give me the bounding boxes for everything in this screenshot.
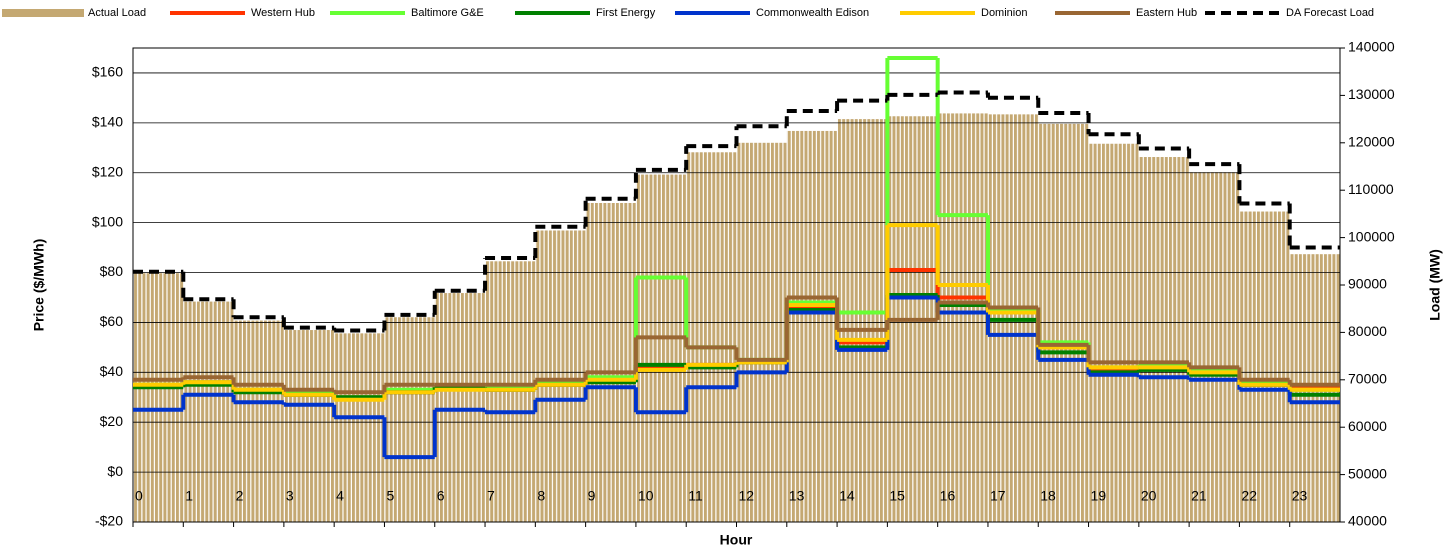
legend-label: Baltimore G&E (411, 7, 484, 19)
y2-tick-label: 50000 (1348, 465, 1387, 481)
legend-label: Dominion (981, 7, 1027, 19)
y-tick-label: $0 (107, 463, 123, 479)
x-tick-label: 5 (386, 488, 394, 504)
load-bar (585, 202, 636, 523)
y2-tick-label: 80000 (1348, 323, 1387, 339)
x-tick-label: 15 (889, 488, 905, 504)
y-tick-label: $20 (100, 413, 124, 429)
legend-label: Western Hub (251, 7, 315, 19)
load-bar (233, 320, 284, 522)
x-tick-label: 22 (1241, 488, 1257, 504)
y-tick-label: $40 (100, 363, 124, 379)
x-tick-label: 9 (588, 488, 596, 504)
load-bar (384, 317, 435, 522)
y2-tick-label: 140000 (1348, 39, 1395, 55)
y-tick-label: $140 (92, 114, 123, 130)
y2-tick-label: 40000 (1348, 513, 1387, 529)
load-bar (686, 152, 737, 522)
x-tick-label: 11 (688, 488, 703, 504)
load-bar (837, 119, 888, 522)
legend-label: DA Forecast Load (1286, 7, 1374, 19)
x-tick-label: 0 (135, 488, 143, 504)
x-tick-label: 7 (487, 488, 495, 504)
x-tick-label: 14 (839, 488, 855, 504)
x-tick-label: 13 (789, 488, 805, 504)
x-tick-label: 23 (1292, 488, 1308, 504)
load-bar (1239, 211, 1290, 522)
x-tick-label: 10 (638, 488, 654, 504)
plot-frame (132, 47, 1341, 523)
y2-tick-label: 90000 (1348, 276, 1387, 292)
load-bar (535, 230, 586, 523)
y2-tick-label: 100000 (1348, 228, 1395, 244)
x-tick-label: 6 (437, 488, 445, 504)
x-tick-label: 20 (1141, 488, 1157, 504)
load-bar (183, 301, 234, 522)
y2-tick-label: 60000 (1348, 418, 1387, 434)
x-tick-label: 16 (940, 488, 956, 504)
load-bar (937, 113, 988, 523)
x-tick-label: 12 (739, 488, 755, 504)
x-tick-label: 21 (1191, 488, 1207, 504)
y-tick-label: $100 (92, 213, 123, 229)
y2-tick-label: 110000 (1348, 181, 1394, 197)
load-bar (635, 174, 687, 523)
x-tick-label: 3 (286, 488, 294, 504)
load-bar (1138, 157, 1190, 522)
y2-tick-label: 130000 (1348, 86, 1395, 102)
legend-swatch (2, 9, 84, 17)
load-bar (283, 330, 335, 522)
y2-axis-label: Load (MW) (1427, 249, 1443, 321)
x-tick-label: 17 (990, 488, 1006, 504)
x-axis-label: Hour (720, 532, 753, 548)
load-bar (1088, 143, 1139, 523)
y-axis-label: Price ($/MWh) (31, 239, 47, 332)
x-tick-label: 1 (185, 488, 193, 504)
legend-label: First Energy (596, 7, 656, 19)
x-tick-label: 2 (236, 488, 244, 504)
y-tick-label: $160 (92, 64, 123, 80)
load-bar (133, 273, 184, 522)
x-tick-label: 4 (336, 488, 344, 504)
legend-label: Commonwealth Edison (756, 7, 869, 19)
load-bar (434, 293, 486, 522)
load-bar (334, 333, 385, 522)
legend-label: Actual Load (88, 7, 146, 19)
y-tick-label: $80 (100, 263, 124, 279)
load-bar (1038, 123, 1089, 522)
load-bar (786, 130, 838, 522)
y2-tick-label: 120000 (1348, 134, 1395, 150)
y-tick-label: -$20 (95, 513, 123, 529)
y2-tick-label: 70000 (1348, 371, 1387, 387)
load-bar (736, 142, 787, 523)
y-tick-label: $120 (92, 163, 123, 179)
legend-label: Eastern Hub (1136, 7, 1197, 19)
x-tick-label: 18 (1040, 488, 1056, 504)
y-tick-label: $60 (100, 313, 124, 329)
load-bar (1189, 172, 1240, 523)
x-tick-label: 8 (537, 488, 545, 504)
x-tick-label: 19 (1091, 488, 1107, 504)
